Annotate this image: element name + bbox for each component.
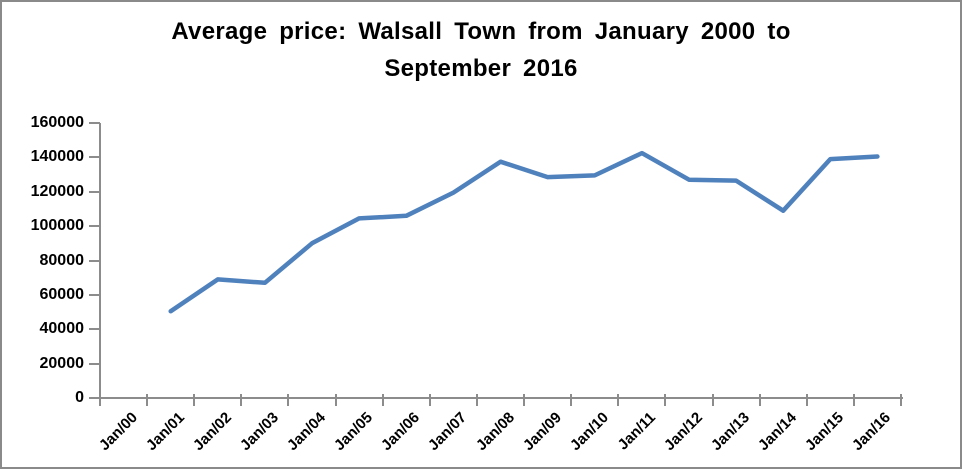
- y-tick-label: 40000: [39, 320, 85, 338]
- x-tick: [711, 394, 714, 406]
- y-tick: [89, 328, 100, 331]
- y-tick-label: 0: [75, 389, 84, 406]
- y-tick: [89, 225, 100, 228]
- x-tick: [617, 394, 620, 406]
- y-tick: [89, 397, 100, 399]
- x-tick: [664, 394, 667, 406]
- chart-title-line1: Average price: Walsall Town from January…: [171, 18, 791, 45]
- x-tick: [193, 394, 196, 406]
- x-tick: [99, 394, 101, 406]
- y-tick: [89, 190, 100, 193]
- y-tick: [89, 259, 100, 262]
- x-tick: [287, 394, 290, 406]
- x-tick: [523, 394, 526, 406]
- chart-title: Average price: Walsall Town from January…: [2, 13, 960, 87]
- chart-title-line2: September 2016: [384, 55, 578, 82]
- y-tick-label: 160000: [30, 114, 84, 131]
- x-axis-line: [99, 397, 903, 399]
- x-tick: [240, 394, 243, 406]
- x-tick: [900, 394, 902, 406]
- y-axis-line: [99, 123, 101, 400]
- x-tick: [758, 394, 761, 406]
- y-tick-label: 60000: [39, 285, 85, 303]
- y-tick: [89, 362, 100, 365]
- x-tick: [428, 394, 431, 406]
- x-tick: [852, 394, 855, 406]
- y-tick-label: 20000: [39, 354, 85, 372]
- y-tick: [89, 293, 100, 296]
- y-tick: [89, 156, 100, 159]
- y-tick-label: 80000: [39, 251, 85, 269]
- y-tick-label: 140000: [30, 148, 84, 166]
- series-line-average-price: [168, 150, 880, 314]
- y-tick-label: 120000: [30, 182, 84, 200]
- x-tick: [570, 394, 573, 406]
- y-tick: [89, 122, 100, 124]
- x-tick: [805, 394, 808, 406]
- x-tick: [146, 394, 149, 406]
- y-tick-label: 100000: [30, 217, 84, 235]
- x-tick: [381, 394, 384, 406]
- x-tick: [475, 394, 478, 406]
- x-tick: [334, 394, 337, 406]
